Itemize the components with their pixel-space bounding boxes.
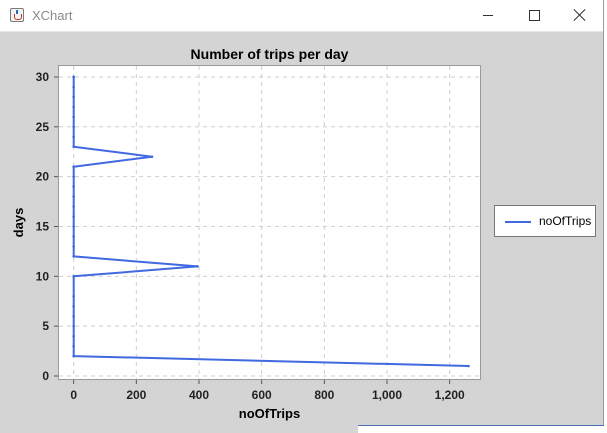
java-coffee-cup-icon (10, 8, 24, 22)
data-point-0-16 (72, 195, 75, 198)
legend-label: noOfTrips (539, 214, 592, 228)
data-point-0-15 (72, 205, 75, 208)
background-desktop (604, 0, 607, 433)
x-tick-label-1: 200 (126, 388, 146, 402)
data-point-0-27 (72, 85, 75, 89)
chart-title: Number of trips per day (190, 46, 349, 62)
y-tick-label-5: 25 (36, 120, 50, 134)
data-point-0-3 (72, 334, 75, 338)
data-point-0-9 (196, 265, 199, 268)
data-point-0-13 (72, 225, 75, 228)
x-tick-label-4: 800 (314, 388, 334, 402)
data-point-0-25 (72, 105, 75, 109)
x-tick-label-0: 0 (70, 388, 77, 402)
x-tick-label-6: 1,200 (435, 388, 465, 402)
title-bar[interactable]: XChart (0, 0, 603, 32)
x-tick-label-2: 400 (189, 388, 209, 402)
data-point-0-14 (72, 215, 75, 218)
data-point-0-24 (72, 115, 75, 119)
data-point-0-2 (72, 344, 75, 348)
data-point-0-8 (72, 275, 75, 278)
y-tick-label-3: 15 (36, 219, 50, 233)
data-point-0-21 (72, 145, 75, 149)
background-window-edge (358, 425, 604, 433)
data-point-0-5 (72, 314, 75, 318)
y-axis-label: days (11, 208, 26, 238)
y-tick-label-4: 20 (36, 170, 50, 184)
y-tick-label-1: 5 (42, 319, 49, 333)
data-point-0-12 (72, 235, 75, 238)
maximize-button[interactable] (511, 0, 557, 31)
data-point-0-17 (72, 185, 75, 188)
x-axis-label: noOfTrips (239, 406, 300, 421)
data-point-0-22 (72, 135, 75, 139)
data-point-0-4 (72, 324, 75, 328)
data-point-0-20 (150, 155, 154, 159)
y-tick-label-0: 0 (42, 369, 49, 383)
data-point-0-1 (72, 354, 75, 358)
data-point-0-19 (72, 165, 75, 168)
data-point-0-23 (72, 125, 75, 129)
x-tick-label-3: 600 (252, 388, 272, 402)
legend-swatch (505, 221, 531, 223)
legend: noOfTrips (494, 205, 596, 237)
data-point-0-0 (467, 364, 470, 368)
data-point-0-29 (72, 75, 75, 79)
y-tick-label-2: 10 (36, 269, 50, 283)
series-line-0 (72, 77, 469, 367)
x-tick-label-5: 1,000 (372, 388, 402, 402)
minimize-button[interactable] (465, 0, 511, 31)
maximize-icon (529, 10, 540, 21)
data-point-0-11 (72, 245, 75, 248)
y-tick-label-6: 30 (36, 70, 50, 84)
data-point-0-6 (72, 304, 75, 308)
data-point-0-10 (72, 255, 75, 258)
data-point-0-7 (72, 294, 75, 298)
data-point-0-26 (72, 95, 75, 99)
minimize-icon (483, 15, 493, 16)
data-point-0-18 (72, 175, 75, 178)
plot-area (58, 65, 481, 380)
window-title: XChart (32, 8, 73, 23)
